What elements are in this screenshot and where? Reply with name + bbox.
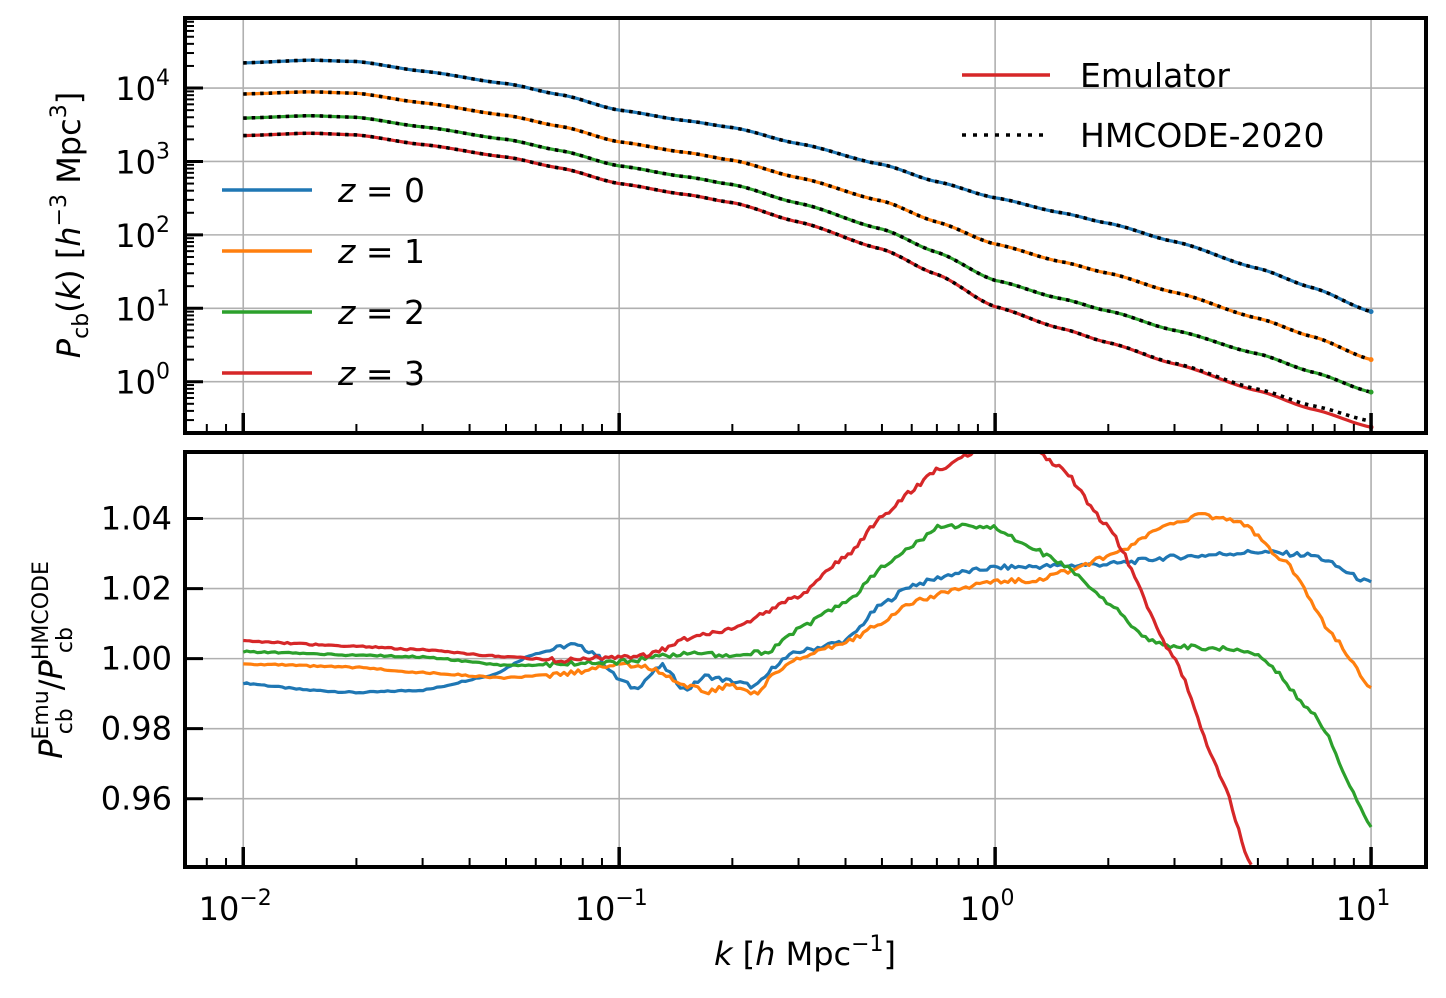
bottom-panel: 0.96 0.98 1.00 1.02 1.04 10−2 10−1 100 101 PEmu… — [29, 450, 1428, 973]
legend-label: HMCODE-2020 — [1080, 116, 1324, 155]
bottom-y-tick-label: 0.98 — [101, 710, 172, 748]
bottom-grid — [185, 452, 1426, 867]
top-frame — [183, 16, 1428, 435]
x-axis-label: k [h Mpc−1] — [714, 932, 896, 973]
top-y-axis-label: Pcb(k) [h−3 Mpc3] — [47, 92, 94, 358]
bottom-y-axis-label: PEmucb/PHMCODEcb — [29, 561, 78, 759]
bottom-series-3-line — [243, 452, 1253, 866]
bottom-series-1-line — [243, 512, 1372, 696]
top-series-2-hmcode — [243, 113, 1372, 394]
legend-redshift: z = 0 z = 1 z = 2 z = 3 — [222, 171, 425, 393]
x-tick-label: 100 — [960, 886, 1015, 928]
bottom-lines — [242, 452, 1373, 866]
top-series-2-end — [1368, 389, 1374, 395]
bottom-y-tick-label: 1.02 — [101, 570, 172, 608]
top-series-1-end — [1368, 357, 1374, 363]
top-y-tick-label: 101 — [115, 286, 170, 328]
bottom-series-0-line — [242, 548, 1372, 695]
top-y-tick-label: 100 — [115, 360, 170, 402]
top-series-1-hmcode — [243, 89, 1372, 362]
top-series-0-hmcode — [243, 58, 1372, 314]
bottom-y-tick-labels: 0.96 0.98 1.00 1.02 1.04 — [101, 500, 172, 818]
top-lines — [243, 58, 1374, 430]
top-grid — [185, 18, 1426, 433]
top-y-tick-labels: 100 101 102 103 104 — [115, 66, 170, 402]
x-tick-label: 10−2 — [199, 886, 272, 928]
bottom-y-tick-label: 1.00 — [101, 640, 172, 678]
top-series-0-end — [1368, 309, 1374, 315]
x-tick-labels: 10−2 10−1 100 101 — [199, 886, 1391, 928]
bottom-frame — [183, 450, 1428, 869]
legend-label: z = 1 — [337, 232, 425, 271]
legend-label: z = 0 — [337, 171, 425, 210]
bottom-series-2-line — [242, 522, 1373, 828]
bottom-y-tick-label: 1.04 — [101, 500, 172, 538]
legend-label: z = 3 — [337, 354, 425, 393]
bottom-y-tick-label: 0.96 — [101, 780, 172, 818]
top-y-tick-label: 104 — [115, 66, 170, 108]
x-tick-label: 10−1 — [575, 886, 648, 928]
legend-label: Emulator — [1080, 56, 1230, 95]
top-y-tick-label: 103 — [115, 139, 170, 181]
legend-model: Emulator HMCODE-2020 — [962, 56, 1324, 155]
x-tick-label: 101 — [1336, 886, 1391, 928]
top-series-3-hmcode — [243, 131, 1372, 423]
legend-label: z = 2 — [337, 293, 425, 332]
top-y-tick-label: 102 — [115, 213, 170, 255]
